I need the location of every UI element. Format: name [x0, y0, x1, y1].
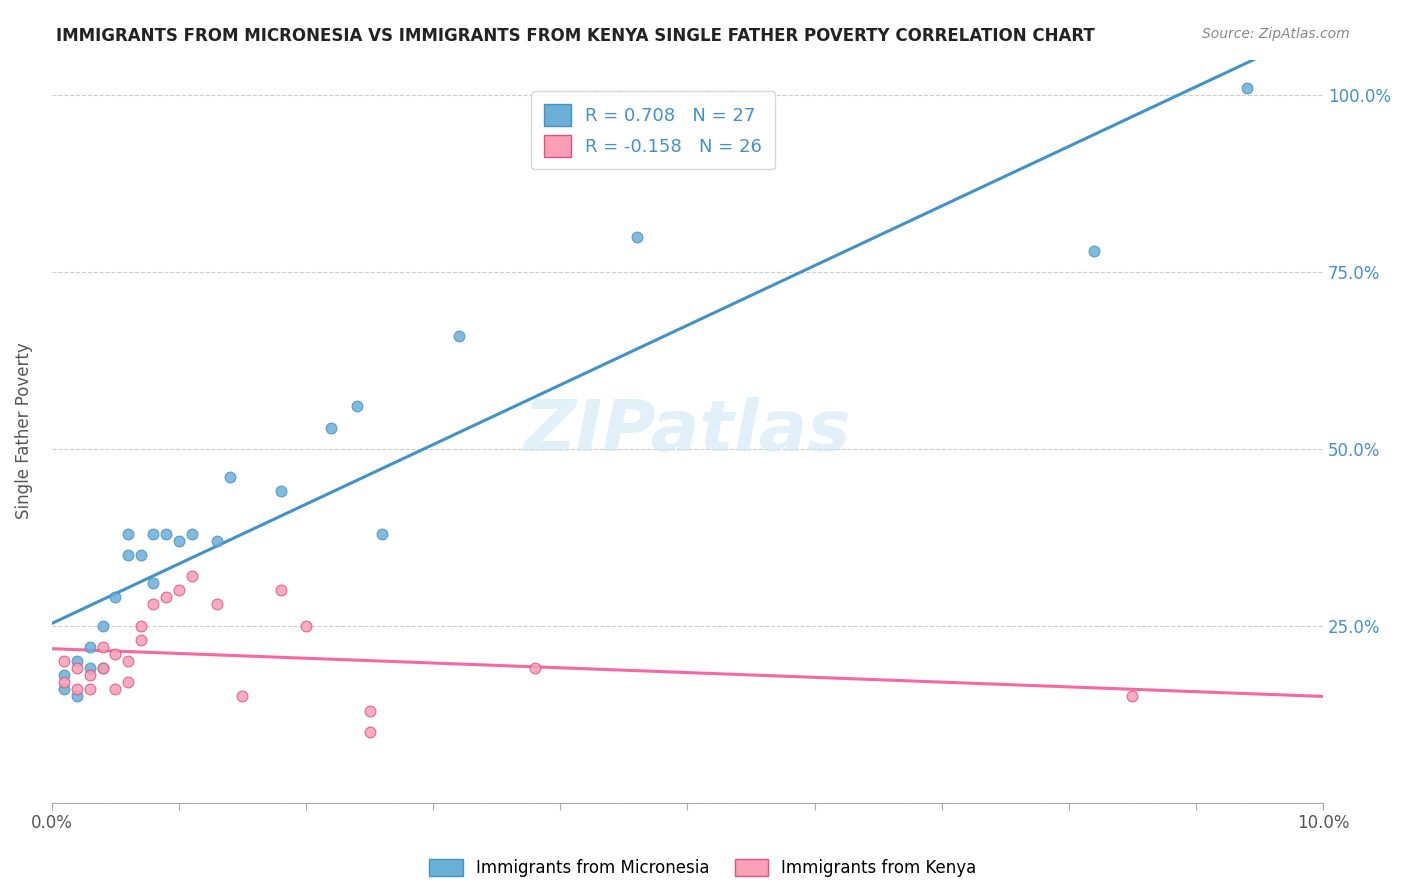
Point	[180, 526, 202, 541]
Point	[142, 576, 165, 591]
Point	[91, 618, 114, 632]
Point	[180, 569, 202, 583]
Point	[205, 533, 228, 548]
Legend: Immigrants from Micronesia, Immigrants from Kenya: Immigrants from Micronesia, Immigrants f…	[423, 852, 983, 884]
Point	[270, 583, 292, 598]
Point	[104, 591, 127, 605]
Point	[79, 640, 101, 654]
Point	[66, 661, 89, 675]
Point	[346, 400, 368, 414]
Point	[91, 661, 114, 675]
Point	[104, 682, 127, 697]
Point	[155, 591, 177, 605]
Legend: R = 0.708   N = 27, R = -0.158   N = 26: R = 0.708 N = 27, R = -0.158 N = 26	[531, 91, 775, 169]
Point	[117, 526, 139, 541]
Point	[359, 724, 381, 739]
Point	[1236, 81, 1258, 95]
Point	[117, 675, 139, 690]
Point	[295, 618, 318, 632]
Point	[129, 618, 152, 632]
Point	[53, 675, 76, 690]
Point	[626, 229, 648, 244]
Point	[1083, 244, 1105, 258]
Point	[79, 661, 101, 675]
Point	[167, 583, 190, 598]
Point	[53, 682, 76, 697]
Text: ZIPatlas: ZIPatlas	[524, 397, 851, 466]
Point	[129, 632, 152, 647]
Point	[91, 661, 114, 675]
Point	[129, 548, 152, 562]
Point	[270, 484, 292, 499]
Point	[91, 640, 114, 654]
Point	[79, 668, 101, 682]
Point	[142, 598, 165, 612]
Point	[523, 661, 546, 675]
Y-axis label: Single Father Poverty: Single Father Poverty	[15, 343, 32, 519]
Point	[218, 470, 240, 484]
Point	[155, 526, 177, 541]
Point	[205, 598, 228, 612]
Point	[359, 704, 381, 718]
Point	[371, 526, 394, 541]
Point	[447, 328, 470, 343]
Point	[53, 654, 76, 668]
Point	[66, 690, 89, 704]
Point	[53, 668, 76, 682]
Text: Source: ZipAtlas.com: Source: ZipAtlas.com	[1202, 27, 1350, 41]
Point	[66, 682, 89, 697]
Point	[117, 548, 139, 562]
Text: IMMIGRANTS FROM MICRONESIA VS IMMIGRANTS FROM KENYA SINGLE FATHER POVERTY CORREL: IMMIGRANTS FROM MICRONESIA VS IMMIGRANTS…	[56, 27, 1095, 45]
Point	[167, 533, 190, 548]
Point	[79, 682, 101, 697]
Point	[321, 420, 343, 434]
Point	[104, 647, 127, 661]
Point	[117, 654, 139, 668]
Point	[142, 526, 165, 541]
Point	[231, 690, 253, 704]
Point	[1121, 690, 1143, 704]
Point	[66, 654, 89, 668]
